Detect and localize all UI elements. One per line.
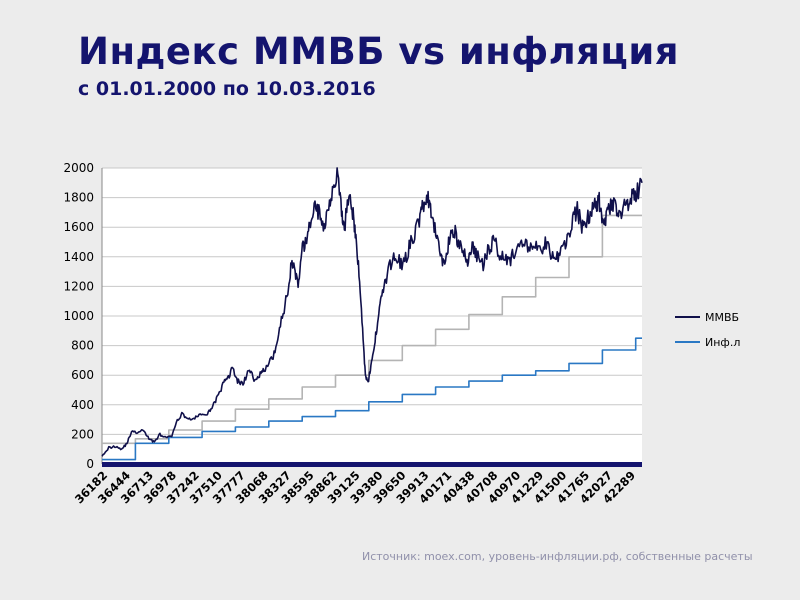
x-axis-ticks: 3618236444367133697837242375103777738068…	[72, 468, 638, 506]
y-tick-label: 0	[86, 457, 94, 471]
grid-lines	[101, 167, 642, 465]
page-title: Индекс ММВБ vs инфляция	[78, 30, 680, 73]
y-tick-label: 800	[71, 339, 94, 353]
series-line-inflation-grey	[102, 214, 642, 445]
series-line-micex	[101, 167, 643, 457]
x-axis-band	[102, 462, 642, 467]
y-tick-label: 2000	[63, 161, 94, 175]
y-tick-label: 200	[71, 427, 94, 441]
y-tick-label: 1800	[63, 191, 94, 205]
y-tick-label: 600	[71, 368, 94, 382]
y-tick-label: 1000	[63, 309, 94, 323]
page-subtitle: с 01.01.2000 по 10.03.2016	[78, 78, 376, 100]
legend-label: ММВБ	[705, 311, 739, 324]
y-tick-label: 1400	[63, 250, 94, 264]
series-line-inflation	[102, 337, 642, 461]
legend: ММВБ Инф.л	[675, 311, 740, 349]
y-tick-label: 1600	[63, 220, 94, 234]
y-tick-label: 1200	[63, 279, 94, 293]
legend-label: Инф.л	[705, 336, 740, 349]
series-layer	[101, 167, 643, 461]
y-tick-label: 400	[71, 398, 94, 412]
y-axis-ticks: 0 200 400 600 800 1000 1200 1400 1600 1800 2000	[63, 161, 94, 471]
source-note: Источник: moex.com, уровень-инфляции.рф,…	[362, 550, 753, 563]
